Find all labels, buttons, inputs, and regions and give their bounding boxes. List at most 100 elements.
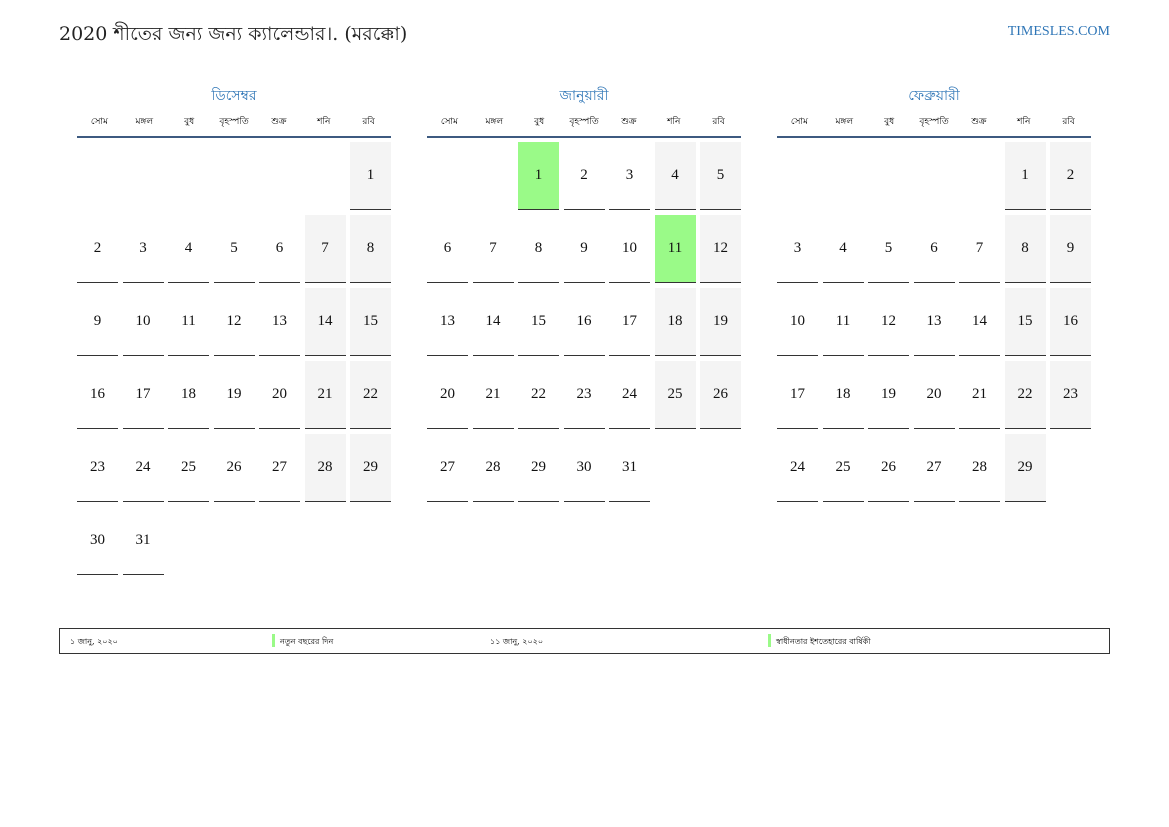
day-cell: 9 (77, 288, 118, 356)
day-cell: 31 (122, 507, 164, 575)
day-cell: 6 (427, 215, 468, 283)
day-cell: 7 (472, 215, 514, 283)
day-cell: 25 (168, 434, 209, 502)
day-cell: 12 (700, 215, 741, 283)
day-cell: 17 (609, 288, 650, 356)
day-cell: 7 (304, 215, 346, 283)
day-cell: 12 (213, 288, 255, 356)
weekday-label: শনি (667, 116, 681, 127)
month-0: ডিসেম্বর সোম মঙ্গল বুধ বৃহস্পতি শুক্র শনি রবি 1 2… (77, 84, 391, 575)
day-cell: 13 (259, 288, 300, 356)
day-cell: 25 (822, 434, 864, 502)
day-cell: 12 (868, 288, 909, 356)
day-cell: 28 (472, 434, 514, 502)
month-name: জানুয়ারী (559, 88, 609, 104)
day-cell: 19 (213, 361, 255, 429)
day-cell: 23 (1050, 361, 1091, 429)
day-cell: 4 (654, 142, 696, 210)
weekday-label: রবি (712, 116, 725, 127)
day-cell: 22 (1004, 361, 1046, 429)
day-cell: 3 (777, 215, 818, 283)
holiday-color-marker (272, 634, 275, 647)
day-cell: 16 (563, 288, 605, 356)
site-link[interactable]: TIMESLES.COM (1007, 24, 1110, 39)
legend-date: ১ জানু, ২০২০ (70, 637, 118, 646)
weekday-label: সোম (790, 116, 809, 127)
day-cell: 4 (168, 215, 209, 283)
day-cell: 20 (259, 361, 300, 429)
weekday-header: সোম মঙ্গল বুধ বৃহস্পতি শুক্র শনি রবি (777, 106, 1091, 138)
day-cell: 20 (427, 361, 468, 429)
day-cell: 6 (913, 215, 955, 283)
legend-holiday: নতুন বছরের দিন (280, 637, 334, 646)
day-cell: 8 (1004, 215, 1046, 283)
day-cell: 5 (213, 215, 255, 283)
day-cell: 8 (518, 215, 559, 283)
weekday-label: বৃহস্পতি (919, 116, 949, 127)
weekday-label: মঙ্গল (135, 116, 154, 127)
day-cell: 14 (959, 288, 1000, 356)
day-cell: 18 (168, 361, 209, 429)
day-cell: 30 (77, 507, 118, 575)
day-cell: 26 (700, 361, 741, 429)
day-cell: 8 (350, 215, 391, 283)
day-cell: 3 (609, 142, 650, 210)
day-cell: 2 (563, 142, 605, 210)
month-name: ফেব্রুয়ারী (908, 88, 960, 104)
day-cell: 23 (77, 434, 118, 502)
month-2: ফেব্রুয়ারী সোম মঙ্গল বুধ বৃহস্পতি শুক্র শনি রব… (777, 84, 1091, 502)
day-cell: 11 (822, 288, 864, 356)
day-cell: 26 (868, 434, 909, 502)
legend-holiday: স্বাধীনতার ইশতেহারের বার্ষিকী (776, 637, 871, 646)
weekday-label: সোম (90, 116, 109, 127)
weekday-label: শনি (1017, 116, 1031, 127)
day-cell: 25 (654, 361, 696, 429)
day-cell: 31 (609, 434, 650, 502)
day-cell: 22 (350, 361, 391, 429)
day-cell: 16 (77, 361, 118, 429)
day-cell: 29 (518, 434, 559, 502)
day-cell: 17 (122, 361, 164, 429)
day-cell: 19 (700, 288, 741, 356)
weekday-label: শুক্র (971, 116, 987, 127)
day-cell: 18 (822, 361, 864, 429)
day-cell: 27 (259, 434, 300, 502)
holiday-color-marker (768, 634, 771, 647)
weekday-label: বুধ (184, 116, 195, 127)
day-cell: 10 (122, 288, 164, 356)
day-cell: 11 (168, 288, 209, 356)
day-cell: 4 (822, 215, 864, 283)
weekday-label: রবি (362, 116, 375, 127)
day-cell: 9 (563, 215, 605, 283)
day-cell: 22 (518, 361, 559, 429)
day-cell: 28 (304, 434, 346, 502)
day-cell: 2 (77, 215, 118, 283)
day-cell: 1 (1004, 142, 1046, 210)
day-cell: 29 (350, 434, 391, 502)
day-cell: 7 (959, 215, 1000, 283)
holiday-day-cell: 11 (654, 215, 696, 283)
holiday-day-cell: 1 (518, 142, 559, 210)
day-cell: 10 (777, 288, 818, 356)
weekday-label: শনি (317, 116, 331, 127)
weekday-label: সোম (440, 116, 459, 127)
day-cell: 17 (777, 361, 818, 429)
day-cell: 29 (1004, 434, 1046, 502)
day-cell: 10 (609, 215, 650, 283)
weekday-label: মঙ্গল (835, 116, 854, 127)
weekday-label: বুধ (534, 116, 545, 127)
day-cell: 27 (913, 434, 955, 502)
day-cell: 5 (700, 142, 741, 210)
holiday-legend: ১ জানু, ২০২০ নতুন বছরের দিন ১১ জানু, ২০২… (59, 628, 1110, 654)
weekday-label: বৃহস্পতি (569, 116, 599, 127)
legend-date: ১১ জানু, ২০২০ (490, 637, 544, 646)
day-cell: 24 (609, 361, 650, 429)
page-title: 2020 শীতের জন্য জন্য ক্যালেন্ডার।. (মরক্… (59, 23, 408, 45)
month-1: জানুয়ারী সোম মঙ্গল বুধ বৃহস্পতি শুক্র শনি রবি 1… (427, 84, 741, 502)
day-cell: 23 (563, 361, 605, 429)
day-cell: 20 (913, 361, 955, 429)
day-cell: 24 (122, 434, 164, 502)
weekday-label: বৃহস্পতি (219, 116, 249, 127)
day-cell: 24 (777, 434, 818, 502)
